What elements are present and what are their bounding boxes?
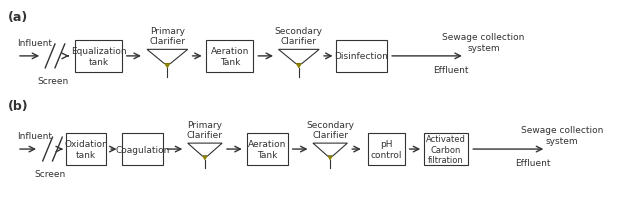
- Text: Primary
Clarifier: Primary Clarifier: [187, 120, 223, 139]
- Text: Coagulation: Coagulation: [115, 145, 169, 154]
- FancyBboxPatch shape: [206, 41, 253, 72]
- Polygon shape: [296, 64, 301, 69]
- Polygon shape: [313, 143, 347, 156]
- Text: (b): (b): [8, 100, 28, 113]
- Text: Effluent: Effluent: [433, 66, 469, 75]
- Text: Screen: Screen: [37, 76, 69, 85]
- Text: (a): (a): [8, 11, 28, 24]
- Text: Equalization
tank: Equalization tank: [70, 47, 126, 66]
- FancyBboxPatch shape: [247, 134, 288, 165]
- Text: Influent: Influent: [17, 38, 52, 47]
- Text: Activated
Carbon
filtration: Activated Carbon filtration: [426, 134, 466, 164]
- Text: Oxidation
tank: Oxidation tank: [64, 140, 108, 159]
- FancyBboxPatch shape: [368, 134, 405, 165]
- Text: pH
control: pH control: [370, 140, 403, 159]
- Text: Secondary
Clarifier: Secondary Clarifier: [275, 26, 323, 46]
- Text: Effluent: Effluent: [515, 159, 550, 168]
- FancyBboxPatch shape: [122, 134, 163, 165]
- Polygon shape: [328, 156, 333, 160]
- Polygon shape: [147, 50, 187, 64]
- Text: Aeration
Tank: Aeration Tank: [211, 47, 249, 66]
- Text: Aeration
Tank: Aeration Tank: [248, 140, 287, 159]
- FancyBboxPatch shape: [423, 134, 469, 165]
- Text: Secondary
Clarifier: Secondary Clarifier: [306, 120, 354, 139]
- FancyBboxPatch shape: [336, 41, 387, 72]
- Text: Screen: Screen: [35, 169, 66, 178]
- Polygon shape: [279, 50, 319, 64]
- Text: Sewage collection
system: Sewage collection system: [521, 126, 603, 145]
- Text: Sewage collection
system: Sewage collection system: [442, 33, 525, 52]
- Polygon shape: [187, 143, 222, 156]
- FancyBboxPatch shape: [65, 134, 106, 165]
- Polygon shape: [203, 156, 207, 160]
- Polygon shape: [165, 64, 170, 69]
- Text: Primary
Clarifier: Primary Clarifier: [149, 26, 186, 46]
- Text: Influent: Influent: [17, 131, 52, 140]
- FancyBboxPatch shape: [75, 41, 122, 72]
- Text: Disinfection: Disinfection: [335, 52, 388, 61]
